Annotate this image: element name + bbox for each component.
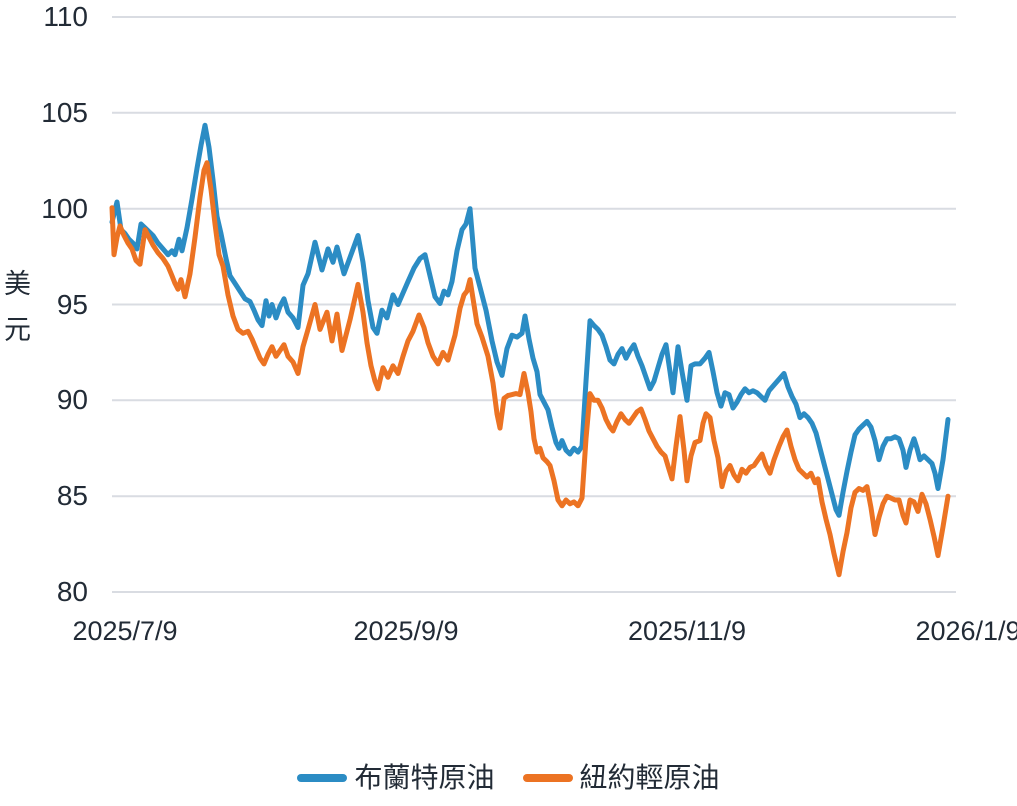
legend-label: 紐約輕原油 [579, 762, 720, 793]
y-tick-label: 85 [56, 480, 88, 512]
x-tick-label: 2025/7/9 [72, 616, 178, 646]
y-tick-label: 80 [56, 576, 88, 607]
y-tick-label: 100 [41, 192, 88, 224]
y-tick-label: 110 [43, 1, 88, 32]
legend-item-ny-light[interactable]: 紐約輕原油 [522, 761, 720, 795]
chart-legend: 布蘭特原油 紐約輕原油 [0, 761, 1017, 795]
brent-series-swatch [297, 774, 348, 782]
gridlines [112, 16, 956, 593]
legend-label: 布蘭特原油 [354, 762, 495, 793]
y-axis-title: 美元 [4, 269, 31, 345]
y-tick-label: 95 [56, 288, 88, 320]
series-line-ny-light [109, 160, 951, 578]
series-line-brent [109, 122, 951, 518]
x-tick-label: 2025/11/9 [627, 616, 747, 646]
x-tick-label: 2025/9/9 [353, 616, 459, 646]
y-tick-label: 90 [56, 384, 88, 416]
ny-light-series-swatch [522, 774, 573, 782]
y-tick-label: 105 [41, 96, 88, 128]
x-tick-label: 2026/1/9 [915, 616, 1017, 646]
legend-item-brent[interactable]: 布蘭特原油 [297, 761, 495, 795]
